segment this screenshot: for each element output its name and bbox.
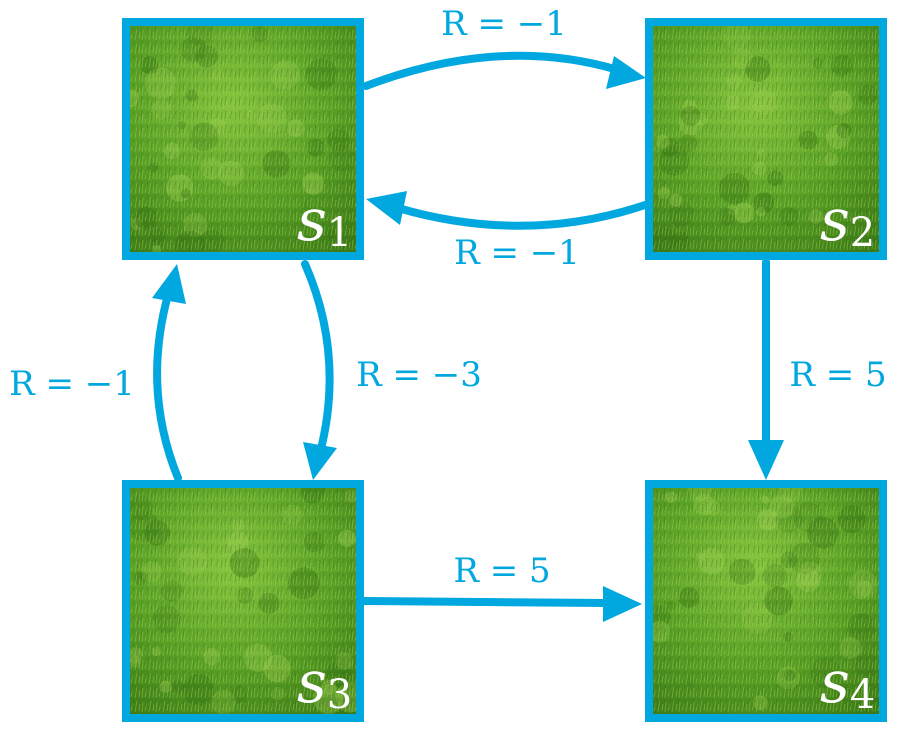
edge-label-s1-to-s2: R = −1 [441,4,567,44]
edge-label-s3-to-s4: R = 5 [453,551,550,591]
edge-s3-to-s1 [153,291,182,482]
grass-image [653,26,879,252]
edge-s2-to-s1 [394,201,649,230]
arrowhead-s1-to-s3 [303,442,337,480]
state-label-s2: s2 [820,186,875,256]
state-subscript: 4 [850,672,875,718]
state-name: s [820,648,850,716]
state-tile-s3: s3 [122,480,364,722]
state-name: s [297,648,327,716]
arrowhead-s2-to-s1 [366,191,407,225]
edge-s3-to-s4 [358,597,610,607]
arrowhead-s3-to-s4 [603,586,642,622]
edge-s1-to-s3 [301,260,334,457]
grass-image [653,488,879,714]
state-name: s [820,186,850,254]
arrowhead-s1-to-s2 [606,56,646,89]
edge-label-s2-to-s1: R = −1 [454,233,580,273]
grass-image [130,488,356,714]
state-tile-s1: s1 [122,18,364,260]
state-tile-s4: s4 [645,480,887,722]
grass-image [130,26,356,252]
state-label-s3: s3 [297,648,352,718]
state-tile-s2: s2 [645,18,887,260]
edge-label-s3-to-s1: R = −1 [9,364,135,404]
edge-s1-to-s2 [362,51,622,90]
state-label-s4: s4 [820,648,875,718]
state-subscript: 3 [327,672,352,718]
arrowhead-s3-to-s1 [152,264,186,304]
state-subscript: 2 [850,210,875,256]
edge-label-s2-to-s4: R = 5 [789,355,886,395]
state-subscript: 1 [327,210,352,256]
edges-group [152,51,784,622]
state-label-s1: s1 [297,186,352,256]
edge-label-s1-to-s3: R = −3 [356,355,482,395]
state-name: s [297,186,327,254]
arrowhead-s2-to-s4 [748,440,784,480]
